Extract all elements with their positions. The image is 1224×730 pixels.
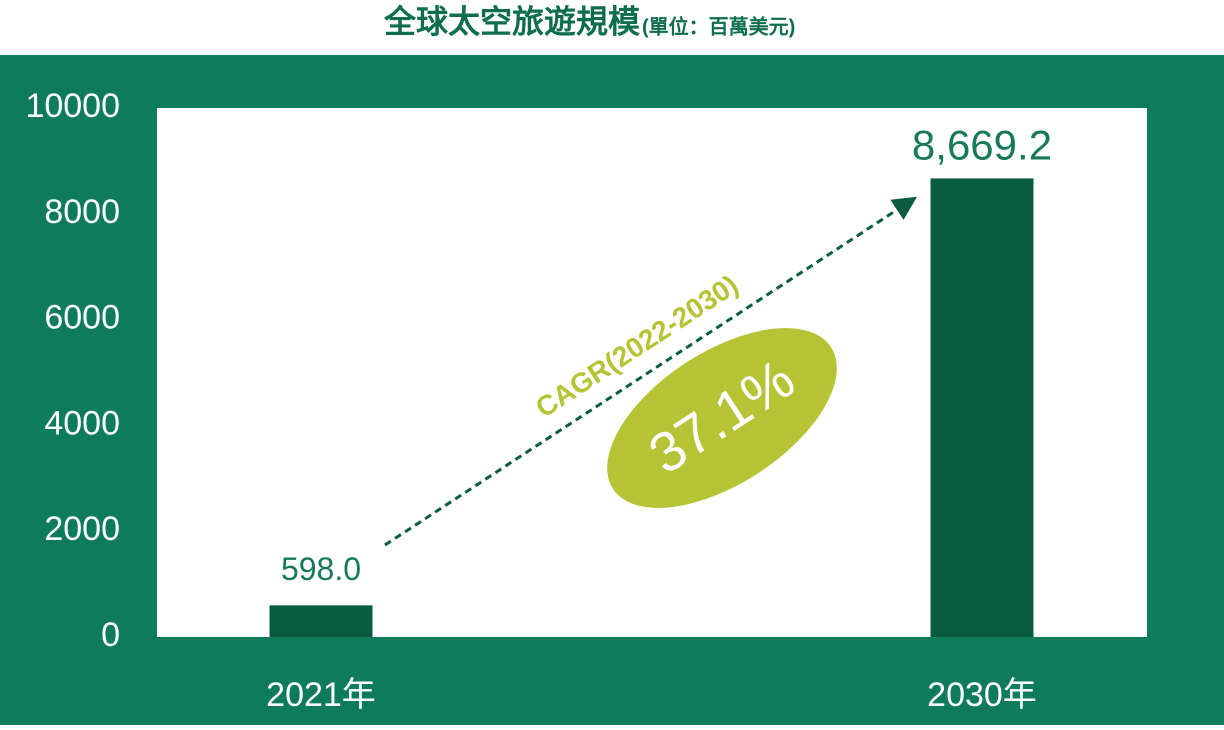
y-tick-label: 2000: [44, 510, 120, 548]
bar: [269, 605, 373, 637]
x-tick-label: 2030年: [927, 676, 1037, 714]
value-label: 8,669.2: [912, 121, 1052, 168]
y-tick-label: 0: [101, 616, 120, 654]
value-label: 598.0: [281, 551, 361, 587]
y-tick-label: 6000: [44, 299, 120, 337]
x-tick-label: 2021年: [266, 676, 376, 714]
cagr-ellipse: [607, 328, 837, 508]
y-tick-label: 10000: [25, 87, 120, 125]
chart-title: 全球太空旅遊規模: [383, 3, 640, 39]
y-tick-label: 4000: [44, 404, 120, 442]
cagr-arrow: [384, 196, 918, 547]
y-tick-label: 8000: [44, 193, 120, 231]
bar: [930, 178, 1034, 637]
chart-subtitle: (單位：百萬美元): [642, 14, 795, 38]
